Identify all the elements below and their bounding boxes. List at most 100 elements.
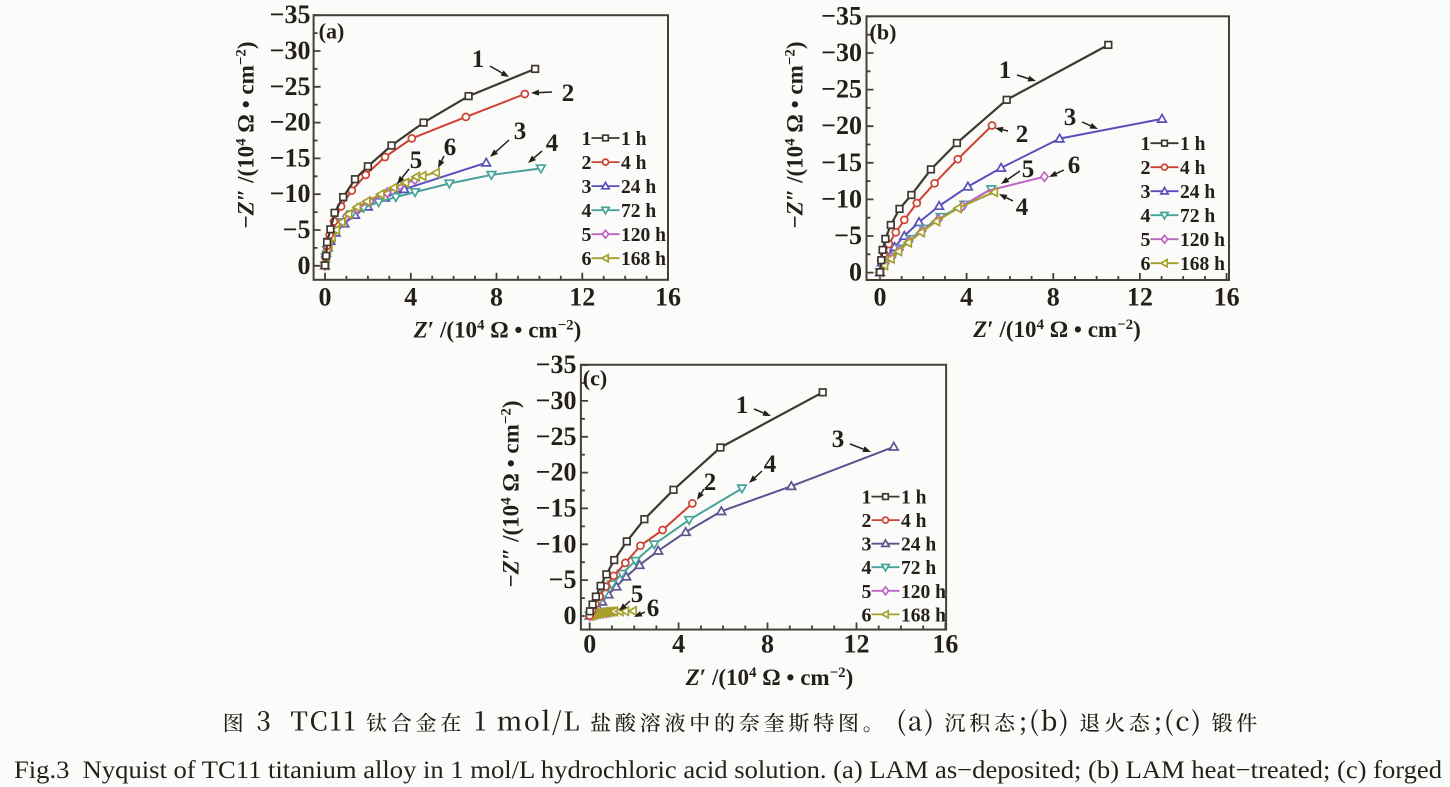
svg-text:(a): (a) — [319, 19, 345, 44]
svg-text:4 h: 4 h — [901, 511, 927, 532]
svg-text:1 h: 1 h — [1180, 134, 1206, 155]
svg-text:4 h: 4 h — [621, 153, 647, 174]
svg-text:168 h: 168 h — [621, 249, 666, 270]
svg-text:6: 6 — [582, 248, 592, 270]
svg-text:8: 8 — [490, 283, 503, 312]
svg-text:2: 2 — [562, 80, 575, 107]
svg-text:12: 12 — [569, 283, 595, 312]
svg-text:1 h: 1 h — [901, 488, 927, 509]
svg-text:120 h: 120 h — [901, 582, 946, 603]
svg-text:6: 6 — [647, 595, 660, 622]
svg-text:2: 2 — [582, 152, 592, 174]
svg-text:Z′ /(104 Ω • cm−2): Z′ /(104 Ω • cm−2) — [685, 665, 854, 690]
svg-text:1: 1 — [862, 487, 872, 509]
svg-text:16: 16 — [1214, 283, 1240, 312]
svg-text:72 h: 72 h — [1180, 206, 1215, 227]
svg-text:4: 4 — [1016, 194, 1029, 221]
svg-text:3: 3 — [514, 118, 527, 145]
svg-text:3: 3 — [582, 176, 592, 198]
svg-text:5: 5 — [1022, 156, 1035, 183]
svg-text:−25: −25 — [821, 75, 862, 104]
svg-text:4: 4 — [672, 630, 685, 659]
svg-text:0: 0 — [874, 283, 887, 312]
svg-text:4: 4 — [582, 200, 592, 222]
svg-text:−10: −10 — [536, 529, 577, 558]
svg-text:24 h: 24 h — [1180, 182, 1215, 203]
svg-text:0: 0 — [564, 601, 577, 630]
svg-text:0: 0 — [849, 258, 862, 287]
svg-text:−10: −10 — [821, 184, 862, 213]
svg-text:1: 1 — [472, 46, 485, 73]
svg-text:1: 1 — [999, 57, 1012, 84]
svg-text:−20: −20 — [270, 108, 311, 137]
svg-text:−20: −20 — [536, 458, 577, 487]
svg-text:0: 0 — [298, 251, 311, 280]
svg-text:3: 3 — [1064, 104, 1077, 131]
svg-text:3: 3 — [1141, 181, 1151, 203]
svg-text:−30: −30 — [821, 38, 862, 67]
svg-text:−25: −25 — [270, 72, 311, 101]
svg-text:4: 4 — [404, 283, 417, 312]
svg-text:2: 2 — [1141, 157, 1151, 179]
svg-text:4: 4 — [1141, 205, 1151, 227]
svg-text:5: 5 — [862, 581, 872, 603]
svg-text:5: 5 — [1141, 229, 1151, 251]
svg-text:16: 16 — [932, 630, 958, 659]
svg-text:6: 6 — [444, 134, 457, 161]
svg-text:−30: −30 — [536, 386, 577, 415]
svg-text:120 h: 120 h — [1180, 230, 1225, 251]
svg-text:1: 1 — [1141, 133, 1151, 155]
svg-text:3: 3 — [832, 426, 845, 453]
svg-text:4: 4 — [960, 283, 973, 312]
svg-text:−5: −5 — [549, 565, 577, 594]
svg-text:6: 6 — [1141, 253, 1151, 275]
svg-text:2: 2 — [1016, 121, 1029, 148]
svg-text:−Z″ /(104 Ω • cm−2): −Z″ /(104 Ω • cm−2) — [234, 41, 259, 228]
svg-text:−5: −5 — [834, 221, 862, 250]
svg-text:1 h: 1 h — [621, 129, 647, 150]
svg-text:−20: −20 — [821, 111, 862, 140]
svg-text:Z′ /(104 Ω • cm−2): Z′ /(104 Ω • cm−2) — [972, 317, 1141, 342]
svg-text:3: 3 — [862, 534, 872, 556]
svg-text:12: 12 — [1127, 283, 1153, 312]
svg-text:120 h: 120 h — [621, 225, 666, 246]
svg-text:72 h: 72 h — [621, 201, 656, 222]
svg-text:5: 5 — [582, 224, 592, 246]
svg-text:(b): (b) — [870, 20, 897, 45]
svg-text:−5: −5 — [283, 215, 311, 244]
svg-text:−15: −15 — [270, 143, 311, 172]
svg-text:−30: −30 — [270, 36, 311, 65]
svg-text:−10: −10 — [270, 179, 311, 208]
svg-text:12: 12 — [844, 630, 870, 659]
svg-text:−15: −15 — [821, 148, 862, 177]
svg-text:−15: −15 — [536, 494, 577, 523]
svg-text:16: 16 — [655, 283, 681, 312]
svg-text:1: 1 — [582, 128, 592, 150]
svg-text:24 h: 24 h — [901, 535, 936, 556]
svg-text:8: 8 — [761, 630, 774, 659]
svg-text:−Z″ /(104 Ω • cm−2): −Z″ /(104 Ω • cm−2) — [783, 41, 808, 228]
svg-text:168 h: 168 h — [1180, 254, 1225, 275]
svg-text:5: 5 — [631, 581, 644, 608]
svg-text:−25: −25 — [536, 422, 577, 451]
svg-text:24 h: 24 h — [621, 177, 656, 198]
svg-text:(c): (c) — [583, 366, 607, 391]
svg-text:8: 8 — [1047, 283, 1060, 312]
svg-text:4 h: 4 h — [1180, 158, 1206, 179]
svg-text:4: 4 — [764, 451, 777, 478]
svg-text:4: 4 — [546, 130, 559, 157]
svg-text:−35: −35 — [821, 1, 862, 30]
svg-text:1: 1 — [736, 392, 749, 419]
svg-text:Fig.3 Nyquist of TC11 titaniu: Fig.3 Nyquist of TC11 titanium alloy in … — [14, 755, 1442, 784]
svg-text:−35: −35 — [536, 350, 577, 379]
svg-text:Z′ /(104 Ω • cm−2): Z′ /(104 Ω • cm−2) — [413, 318, 582, 343]
svg-text:2: 2 — [704, 469, 717, 496]
svg-text:−Z″ /(104 Ω • cm−2): −Z″ /(104 Ω • cm−2) — [499, 400, 524, 587]
svg-text:2: 2 — [862, 510, 872, 532]
svg-text:6: 6 — [1068, 152, 1081, 179]
svg-text:0: 0 — [319, 283, 332, 312]
svg-text:168 h: 168 h — [901, 605, 946, 626]
svg-text:6: 6 — [862, 604, 872, 626]
svg-text:−35: −35 — [270, 0, 311, 29]
svg-text:5: 5 — [410, 147, 423, 174]
